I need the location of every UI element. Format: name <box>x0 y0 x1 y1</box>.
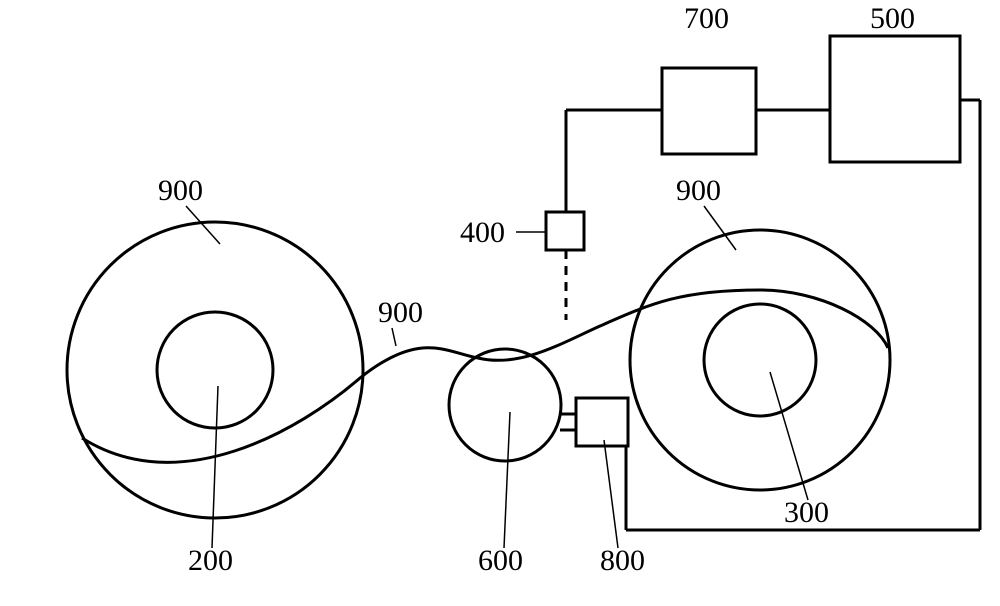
label-200: 200 <box>188 544 233 577</box>
leader-lead600 <box>504 412 510 548</box>
leader-lead900c <box>704 206 736 250</box>
module-box-700 <box>662 68 756 154</box>
guide-roller <box>449 349 561 461</box>
label-300: 300 <box>784 496 829 529</box>
label-400: 400 <box>460 216 505 249</box>
sensor-box-400 <box>546 212 584 250</box>
drive-box-800 <box>576 398 628 446</box>
right-reel-inner <box>704 304 816 416</box>
tape-path-900 <box>82 290 888 462</box>
controller-box-500 <box>830 36 960 162</box>
label-900: 900 <box>378 296 423 329</box>
right-reel-outer <box>630 230 890 490</box>
left-reel-inner <box>157 312 273 428</box>
leader-lead300 <box>770 372 808 500</box>
schematic-diagram: 200 300 400 500 600 700 800 900 900 900 <box>0 0 1000 606</box>
label-500: 500 <box>870 2 915 35</box>
reference-labels: 200 300 400 500 600 700 800 900 900 900 <box>158 2 915 577</box>
label-600: 600 <box>478 544 523 577</box>
leader-lines <box>186 206 808 548</box>
leader-lead200 <box>212 386 218 548</box>
label-900: 900 <box>158 174 203 207</box>
label-700: 700 <box>684 2 729 35</box>
leader-lead900b <box>392 328 396 346</box>
leader-lead800 <box>604 440 618 548</box>
label-800: 800 <box>600 544 645 577</box>
label-900: 900 <box>676 174 721 207</box>
